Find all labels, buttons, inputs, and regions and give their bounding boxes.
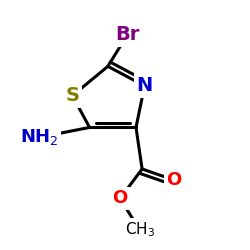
- Text: S: S: [66, 86, 80, 105]
- Text: N: N: [136, 76, 153, 96]
- Text: NH$_2$: NH$_2$: [20, 127, 59, 147]
- Text: O: O: [112, 189, 128, 207]
- Text: Br: Br: [115, 25, 140, 44]
- Text: O: O: [166, 171, 182, 189]
- Text: CH$_3$: CH$_3$: [124, 221, 155, 240]
